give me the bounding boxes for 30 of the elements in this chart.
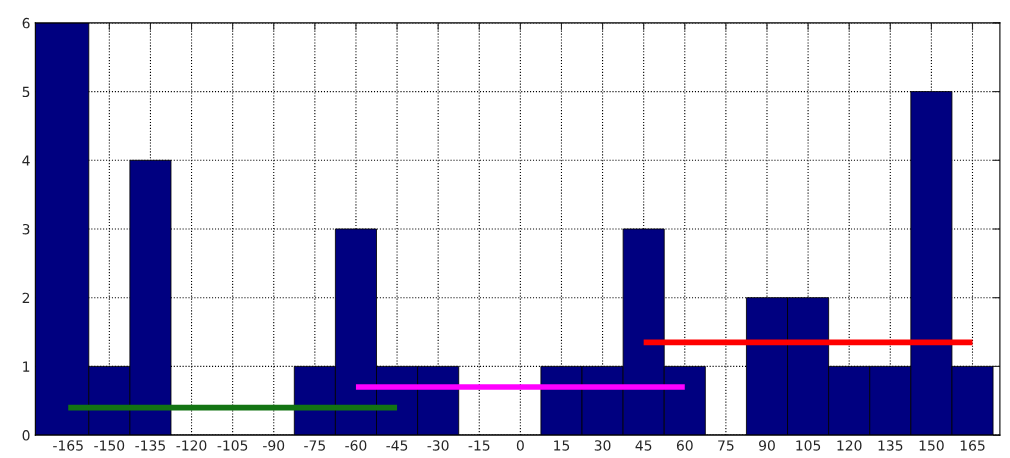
x-tick-label: -60 — [345, 440, 367, 451]
x-tick-label: -90 — [263, 440, 285, 451]
x-tick-label: 150 — [919, 440, 944, 451]
y-tick-label: 2 — [22, 292, 30, 303]
x-tick-label: -105 — [217, 440, 248, 451]
y-tick-label: 3 — [22, 223, 30, 235]
x-tick-label: 0 — [516, 440, 524, 451]
x-tick-label: 60 — [676, 440, 693, 451]
y-tick-label: 0 — [22, 430, 30, 441]
x-tick-label: -165 — [53, 440, 83, 451]
x-tick-label: -120 — [176, 440, 207, 451]
x-tick-label: -150 — [94, 440, 125, 451]
x-tick-label: 135 — [878, 440, 903, 451]
x-tick-label: -15 — [468, 440, 490, 451]
y-tick-label: 4 — [22, 155, 30, 166]
x-tick-label: 15 — [554, 440, 570, 451]
x-tick-label: 75 — [718, 440, 734, 451]
x-tick-label: -75 — [304, 440, 325, 451]
x-tick-label: -45 — [386, 440, 408, 451]
x-tick-label: 45 — [635, 440, 652, 451]
x-tick-label: 90 — [759, 440, 775, 451]
x-tick-label: 120 — [837, 440, 862, 451]
y-tick-label: 1 — [23, 361, 30, 372]
x-tick-label: 105 — [796, 440, 821, 451]
y-tick-label: 6 — [22, 17, 30, 29]
x-tick-label: -135 — [135, 440, 165, 451]
y-tick-label: 5 — [22, 86, 30, 98]
x-tick-label: -30 — [427, 440, 449, 451]
x-tick-label: 30 — [594, 440, 611, 451]
x-tick-label: 165 — [960, 440, 985, 451]
